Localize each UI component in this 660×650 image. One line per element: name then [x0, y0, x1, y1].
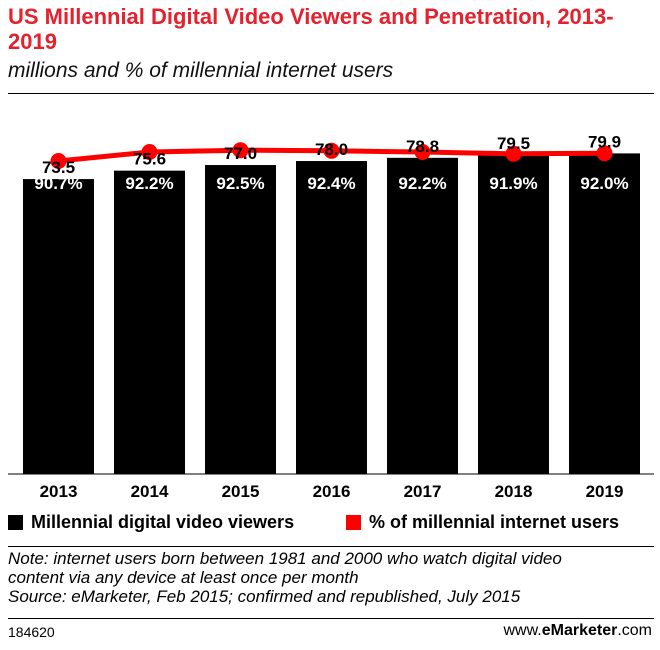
legend-swatch-viewers [8, 515, 23, 530]
x-tick-label-2018: 2018 [495, 482, 533, 500]
bar-value-label-2015: 77.0 [224, 144, 257, 163]
chart-note: Note: internet users born between 1981 a… [8, 549, 654, 606]
penetration-label-2013: 90.7% [34, 174, 82, 193]
legend-item-penetration: % of millennial internet users [346, 512, 619, 533]
chart-legend: Millennial digital video viewers % of mi… [8, 508, 654, 538]
penetration-label-2017: 92.2% [398, 174, 446, 193]
x-tick-label-2016: 2016 [313, 482, 351, 500]
x-tick-label-2014: 2014 [131, 482, 169, 500]
x-tick-label-2019: 2019 [586, 482, 624, 500]
penetration-point-2014 [141, 144, 158, 160]
bar-2019 [569, 153, 640, 474]
penetration-point-2017 [414, 144, 431, 160]
x-tick-label-2017: 2017 [404, 482, 442, 500]
bar-value-label-2013: 73.5 [42, 158, 75, 177]
penetration-point-2016 [323, 142, 340, 159]
legend-divider [8, 546, 654, 547]
top-divider [8, 93, 654, 94]
penetration-label-2019: 92.0% [580, 174, 628, 193]
x-tick-label-2013: 2013 [40, 482, 78, 500]
legend-swatch-penetration [346, 515, 361, 530]
bar-2014 [114, 170, 185, 474]
legend-label-viewers: Millennial digital video viewers [31, 512, 295, 532]
bar-2016 [296, 161, 367, 474]
bar-2018 [478, 155, 549, 474]
chart-plot: 73.5 2013 75.6 2014 77.0 2015 78.0 2016 78.8 2017… [8, 132, 654, 500]
penetration-point-2013 [50, 153, 67, 169]
penetration-label-2016: 92.4% [307, 174, 355, 193]
note-line-1: Note: internet users born between 1981 a… [8, 549, 562, 568]
penetration-point-2015 [232, 142, 249, 159]
bar-2017 [387, 157, 458, 474]
chart-id: 184620 [8, 624, 55, 640]
source-brand: eMarketer [541, 622, 618, 639]
bar-value-label-2014: 75.6 [133, 150, 166, 169]
note-line-source: Source: eMarketer, Feb 2015; confirmed a… [8, 587, 521, 606]
legend-label-penetration: % of millennial internet users [369, 512, 620, 532]
bar-value-label-2018: 79.5 [497, 134, 530, 153]
source-link[interactable]: www.eMarketer.com [503, 622, 652, 640]
penetration-point-2019 [596, 145, 613, 162]
source-prefix: www. [503, 622, 542, 639]
bar-2013 [23, 179, 94, 475]
penetration-label-2015: 92.5% [216, 174, 264, 193]
legend-item-viewers: Millennial digital video viewers [8, 512, 294, 533]
chart-title: US Millennial Digital Video Viewers and … [8, 4, 614, 54]
bar-value-label-2019: 79.9 [588, 132, 621, 151]
penetration-point-2018 [505, 145, 522, 162]
bar-2015 [205, 165, 276, 474]
penetration-label-2018: 91.9% [489, 174, 537, 193]
source-suffix: .com [617, 622, 652, 639]
penetration-label-2014: 92.2% [125, 174, 173, 193]
note-line-2: content via any device at least once per… [8, 568, 359, 587]
footer-divider [8, 618, 654, 619]
chart-subtitle: millions and % of millennial internet us… [8, 59, 394, 82]
bar-value-label-2017: 78.8 [406, 137, 439, 156]
x-tick-label-2015: 2015 [222, 482, 260, 500]
bar-value-label-2016: 78.0 [315, 140, 348, 159]
